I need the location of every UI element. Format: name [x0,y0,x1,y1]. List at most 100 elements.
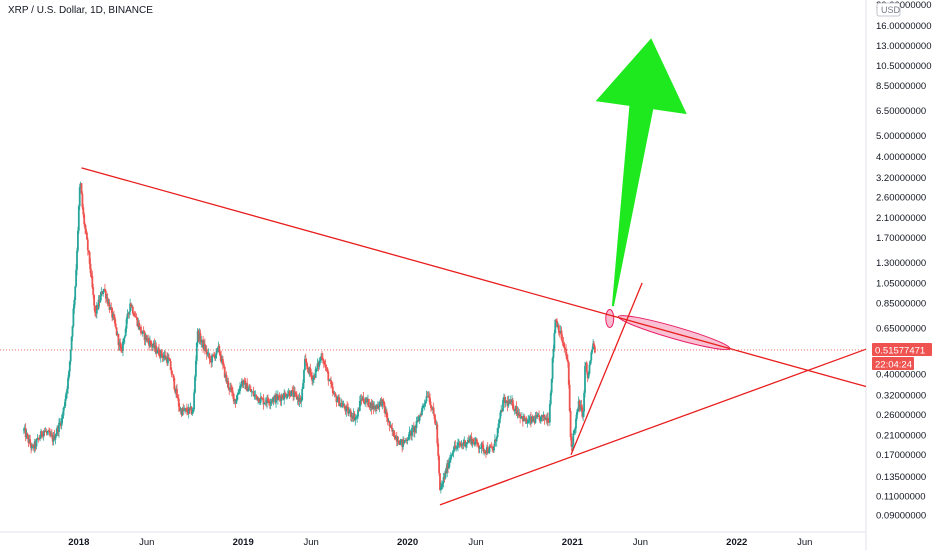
candle-body [475,439,477,443]
candle-body [510,399,513,403]
candle-body [99,295,102,302]
candle-body [458,443,461,446]
candle-body [484,450,486,453]
candle-body [208,353,211,359]
price-tick-label: 0.65000000 [876,324,926,335]
candle-body [373,405,376,409]
time-axis[interactable]: 2018 Jun 2019 Jun 2020 Jun 2021 Jun 2022 Jun [68,537,812,548]
candle-body [453,445,456,451]
candle-body [293,391,295,397]
candle-body [526,422,529,424]
candle-body [292,390,295,397]
candle-body [388,420,391,427]
candle-body [519,413,522,419]
candle-body [160,350,163,356]
candle-body [505,400,508,402]
candle-body [464,440,467,447]
candle-body [335,396,338,403]
candle-body [118,342,121,346]
candle-body [520,417,522,419]
candle-body [86,232,88,240]
candle-body [457,443,459,446]
candle-body [403,440,406,443]
candle-body [549,392,552,405]
candle-body [524,418,527,422]
candle-body [527,420,530,423]
candle-body [506,400,509,406]
candle-body [578,400,581,410]
candle-body [430,404,432,408]
candle-body [557,325,560,333]
candle-body [204,349,207,351]
candle-body [454,445,457,448]
candle-body [216,348,219,349]
candle-body [40,431,43,436]
candle-body [383,401,386,408]
candle-body [358,401,361,411]
candle-body [407,439,410,440]
candle-body [318,360,321,367]
candle-body [41,435,44,437]
candle-body [181,408,184,416]
candle-body [276,394,278,400]
candle-body [357,409,359,417]
candle-body [583,392,585,412]
candle-body [274,395,277,403]
candle-body [425,396,428,402]
candle-body [547,417,549,423]
candle-body [320,356,322,361]
candle-body [480,443,483,448]
candle-body [192,409,195,413]
candle-body [344,408,347,412]
candle-body [321,358,324,361]
candle-body [153,343,156,349]
candle-body [109,307,112,310]
candle-body [565,349,567,356]
candle-body [142,330,145,332]
candle-body [185,408,187,410]
candle-body [283,392,286,400]
candle-body [151,346,154,347]
candle-body [162,356,165,358]
candle-body [349,410,352,418]
candle-body [476,442,479,446]
candle-body [456,445,458,448]
candle-body [442,477,445,483]
candle-body [470,436,473,445]
trendline [570,282,643,455]
candle-body [279,397,282,401]
candle-body [439,486,442,490]
candle-body [294,392,297,395]
candle-body [158,355,161,358]
candle-body [261,398,264,400]
candle-body [86,239,89,251]
candle-body [113,314,115,318]
price-tick-label: 0.09000000 [876,510,926,521]
candle-body [47,430,50,433]
candle-body [254,394,257,396]
candle-body [435,424,438,426]
candle-body [536,415,539,418]
candle-body [65,392,68,400]
price-tick-label: 0.13500000 [876,472,926,483]
candle-body [337,397,340,401]
candle-body [101,291,104,295]
candle-body [557,325,559,328]
candle-body [360,399,363,401]
candle-body [303,370,305,383]
candle-body [197,330,200,340]
candle-body [22,429,25,431]
candle-body [28,439,31,443]
candle-body [204,343,206,351]
price-axis[interactable]: 0.09000000 0.11000000 0.13500000 0.17000000… [872,0,932,521]
candle-body [187,407,190,414]
candle-body [490,447,493,448]
candle-body [361,397,364,401]
candle-body [67,378,69,390]
candle-body [312,379,314,381]
candle-body [83,214,86,225]
candle-body [517,411,520,416]
candle-body [270,400,273,402]
candle-body [359,399,362,402]
